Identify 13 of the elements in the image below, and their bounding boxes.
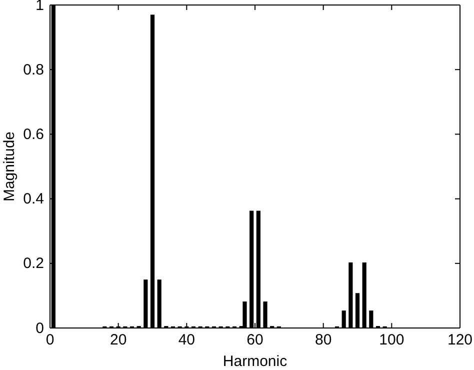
y-tick-label: 0.4 <box>23 190 44 208</box>
y-axis-title: Magnitude <box>1 131 18 202</box>
x-axis-title: Harmonic <box>222 353 288 370</box>
x-tick-label: 40 <box>178 332 196 349</box>
y-tick-label: 0.2 <box>23 255 44 272</box>
y-tick-label: 0 <box>36 320 44 337</box>
x-tick-label: 80 <box>314 332 332 349</box>
y-tick-label: 0.8 <box>23 61 44 78</box>
x-tick-label: 120 <box>447 332 473 349</box>
x-tick-label: 20 <box>110 332 127 349</box>
y-tick-label: 0.6 <box>23 126 44 143</box>
x-tick-label: 100 <box>379 332 404 349</box>
x-tick-label: 60 <box>246 332 264 349</box>
